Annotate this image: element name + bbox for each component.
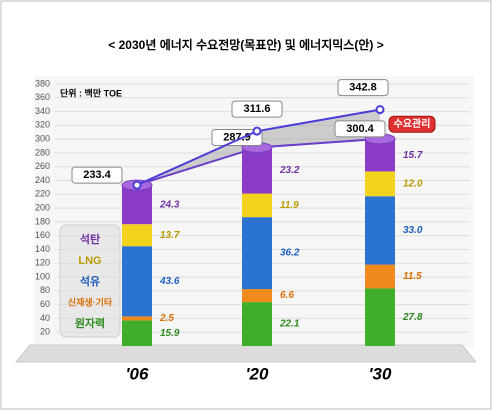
bar-segment (242, 289, 272, 303)
y-tick-label: 220 (35, 189, 50, 199)
bar-segment (365, 288, 395, 346)
bar-segment (365, 196, 395, 265)
value-label: 36.2 (280, 248, 300, 259)
forecast-label: 311.6 (244, 103, 271, 115)
annotation: 수요관리 (394, 117, 431, 130)
legend-entry: 원자력 (75, 316, 105, 330)
x-tick-label: '06 (126, 364, 149, 383)
y-tick-label: 20 (40, 327, 50, 337)
value-label: 11.5 (403, 271, 422, 282)
bar-segment (122, 224, 152, 247)
y-tick-label: 100 (35, 271, 50, 281)
y-tick-label: 200 (35, 202, 50, 212)
bar-segment (365, 264, 395, 289)
y-tick-label: 300 (35, 134, 50, 144)
bar-segment (242, 147, 272, 194)
y-tick-label: 120 (35, 258, 50, 268)
legend-entry: 석유 (80, 274, 100, 288)
legend-entry: 신재생·기타 (68, 296, 113, 307)
annotation-badge (388, 115, 436, 133)
y-tick-label: 140 (35, 244, 50, 254)
y-tick-label: 180 (35, 216, 50, 226)
bar-segment (242, 217, 272, 290)
y-tick-label: 340 (35, 106, 50, 116)
value-label: 23.2 (279, 165, 300, 176)
total-label: 300.4 (346, 123, 374, 135)
value-label: 15.7 (403, 150, 423, 161)
bar-segment (242, 193, 272, 218)
y-tick-label: 240 (35, 175, 50, 185)
value-label: 27.8 (402, 312, 423, 323)
bar-segment (122, 320, 152, 346)
platform (14, 344, 478, 363)
legend-entry: 석탄 (80, 232, 100, 246)
y-tick-label: 60 (40, 299, 50, 309)
y-tick-label: 320 (35, 120, 50, 130)
y-tick-label: 160 (35, 230, 50, 240)
bar-segment (122, 246, 152, 317)
total-label: 233.4 (83, 169, 111, 181)
y-tick-label: 360 (35, 92, 50, 102)
value-label: 24.3 (159, 199, 180, 210)
bar-segment (122, 185, 152, 225)
total-box (334, 120, 386, 138)
value-label: 11.9 (280, 200, 299, 211)
forecast-box (231, 100, 283, 118)
value-label: 15.9 (160, 328, 180, 339)
value-label: 13.7 (160, 230, 180, 241)
value-label: 6.6 (280, 290, 294, 301)
bar-segment (365, 171, 395, 197)
bar-segment (122, 316, 152, 321)
value-label: 12.0 (403, 178, 423, 189)
value-label: 2.5 (159, 313, 174, 324)
total-box (71, 166, 123, 184)
legend-entry: LNG (78, 255, 101, 267)
chart-title: < 2030년 에너지 수요전망(목표안) 및 에너지믹스(안) > (108, 37, 383, 52)
forecast-box (337, 79, 389, 97)
forecast-point (252, 126, 262, 136)
y-tick-label: 260 (35, 161, 50, 171)
value-label: 33.0 (403, 225, 423, 236)
total-label: 287.9 (223, 131, 251, 143)
y-tick-label: 80 (40, 285, 50, 295)
y-tick-label: 280 (35, 147, 50, 157)
legend-box (59, 224, 121, 338)
value-label: 22.1 (279, 319, 300, 330)
bar-segment (242, 302, 272, 346)
y-tick-label: 380 (35, 78, 50, 88)
forecast-point (132, 180, 142, 190)
unit-label: 단위 : 백만 TOE (60, 87, 122, 98)
x-tick-label: '30 (369, 364, 392, 383)
forecast-point (375, 105, 385, 115)
x-tick-label: '20 (246, 364, 269, 383)
y-tick-label: 40 (40, 313, 50, 323)
value-label: 43.6 (159, 276, 180, 287)
forecast-label: 342.8 (349, 82, 377, 94)
